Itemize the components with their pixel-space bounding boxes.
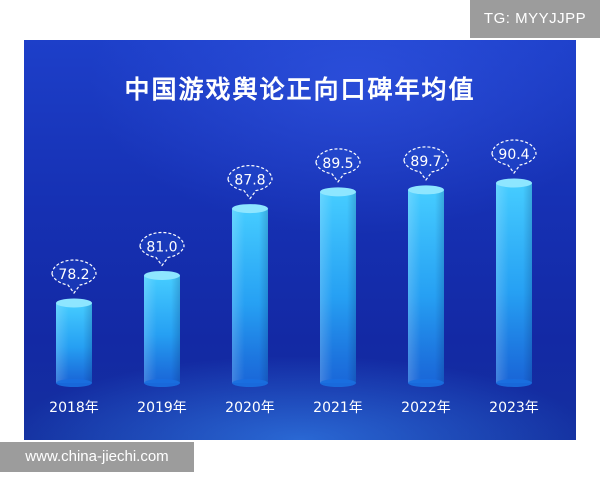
bar-top-cap <box>496 178 532 188</box>
bar-bottom-cap <box>144 379 180 387</box>
value-marker <box>491 139 537 174</box>
bar-group: 81.0 2019年 <box>137 231 187 416</box>
bar-top-cap <box>320 187 356 197</box>
value-marker <box>139 231 185 267</box>
bar-top-cap <box>144 270 180 280</box>
x-tick-label: 2022年 <box>401 400 451 416</box>
bar-top-cap <box>232 204 268 214</box>
bar-group: 89.5 2021年 <box>313 148 363 416</box>
value-label: 81.0 <box>146 239 177 255</box>
watermark-tg: TG: MYYJJPP <box>470 0 600 38</box>
bar-top-cap <box>408 185 444 195</box>
bar-group: 90.4 2023年 <box>489 139 539 416</box>
chart-panel: 78.2 2018年 81.0 2019年 87.8 2020年 89.5 2021年 89.7… <box>24 40 576 440</box>
bar-shade <box>56 303 92 383</box>
bar-bottom-cap <box>56 379 92 387</box>
bar-top-cap <box>56 298 92 308</box>
bar-bottom-cap <box>496 379 532 387</box>
value-label: 89.5 <box>322 156 353 172</box>
value-marker <box>227 164 273 200</box>
value-label: 90.4 <box>498 147 529 163</box>
value-label: 89.7 <box>410 154 441 170</box>
value-label: 87.8 <box>234 173 265 189</box>
bar-bottom-cap <box>232 379 268 387</box>
x-tick-label: 2020年 <box>225 400 275 416</box>
bar-shade <box>320 191 356 383</box>
value-marker <box>403 146 449 181</box>
bar-chart: 78.2 2018年 81.0 2019年 87.8 2020年 89.5 2021年 89.7… <box>49 139 539 416</box>
x-tick-label: 2019年 <box>137 400 187 416</box>
value-marker <box>51 259 97 294</box>
x-tick-label: 2021年 <box>313 400 363 416</box>
bar-group: 89.7 2022年 <box>401 146 451 416</box>
bar-shade <box>144 275 180 383</box>
bar-group: 78.2 2018年 <box>49 259 99 416</box>
bar-bottom-cap <box>408 379 444 387</box>
x-tick-label: 2023年 <box>489 400 539 416</box>
watermark-url: www.china-jiechi.com <box>0 442 194 472</box>
bar-group: 87.8 2020年 <box>225 164 275 416</box>
value-label: 78.2 <box>58 267 89 283</box>
value-marker <box>315 148 361 183</box>
bar-shade <box>232 208 268 383</box>
bar-shade <box>408 189 444 383</box>
bar-shade <box>496 183 532 383</box>
x-tick-label: 2018年 <box>49 400 99 416</box>
bar-bottom-cap <box>320 379 356 387</box>
chart-title: 中国游戏舆论正向口碑年均值 <box>124 75 476 104</box>
